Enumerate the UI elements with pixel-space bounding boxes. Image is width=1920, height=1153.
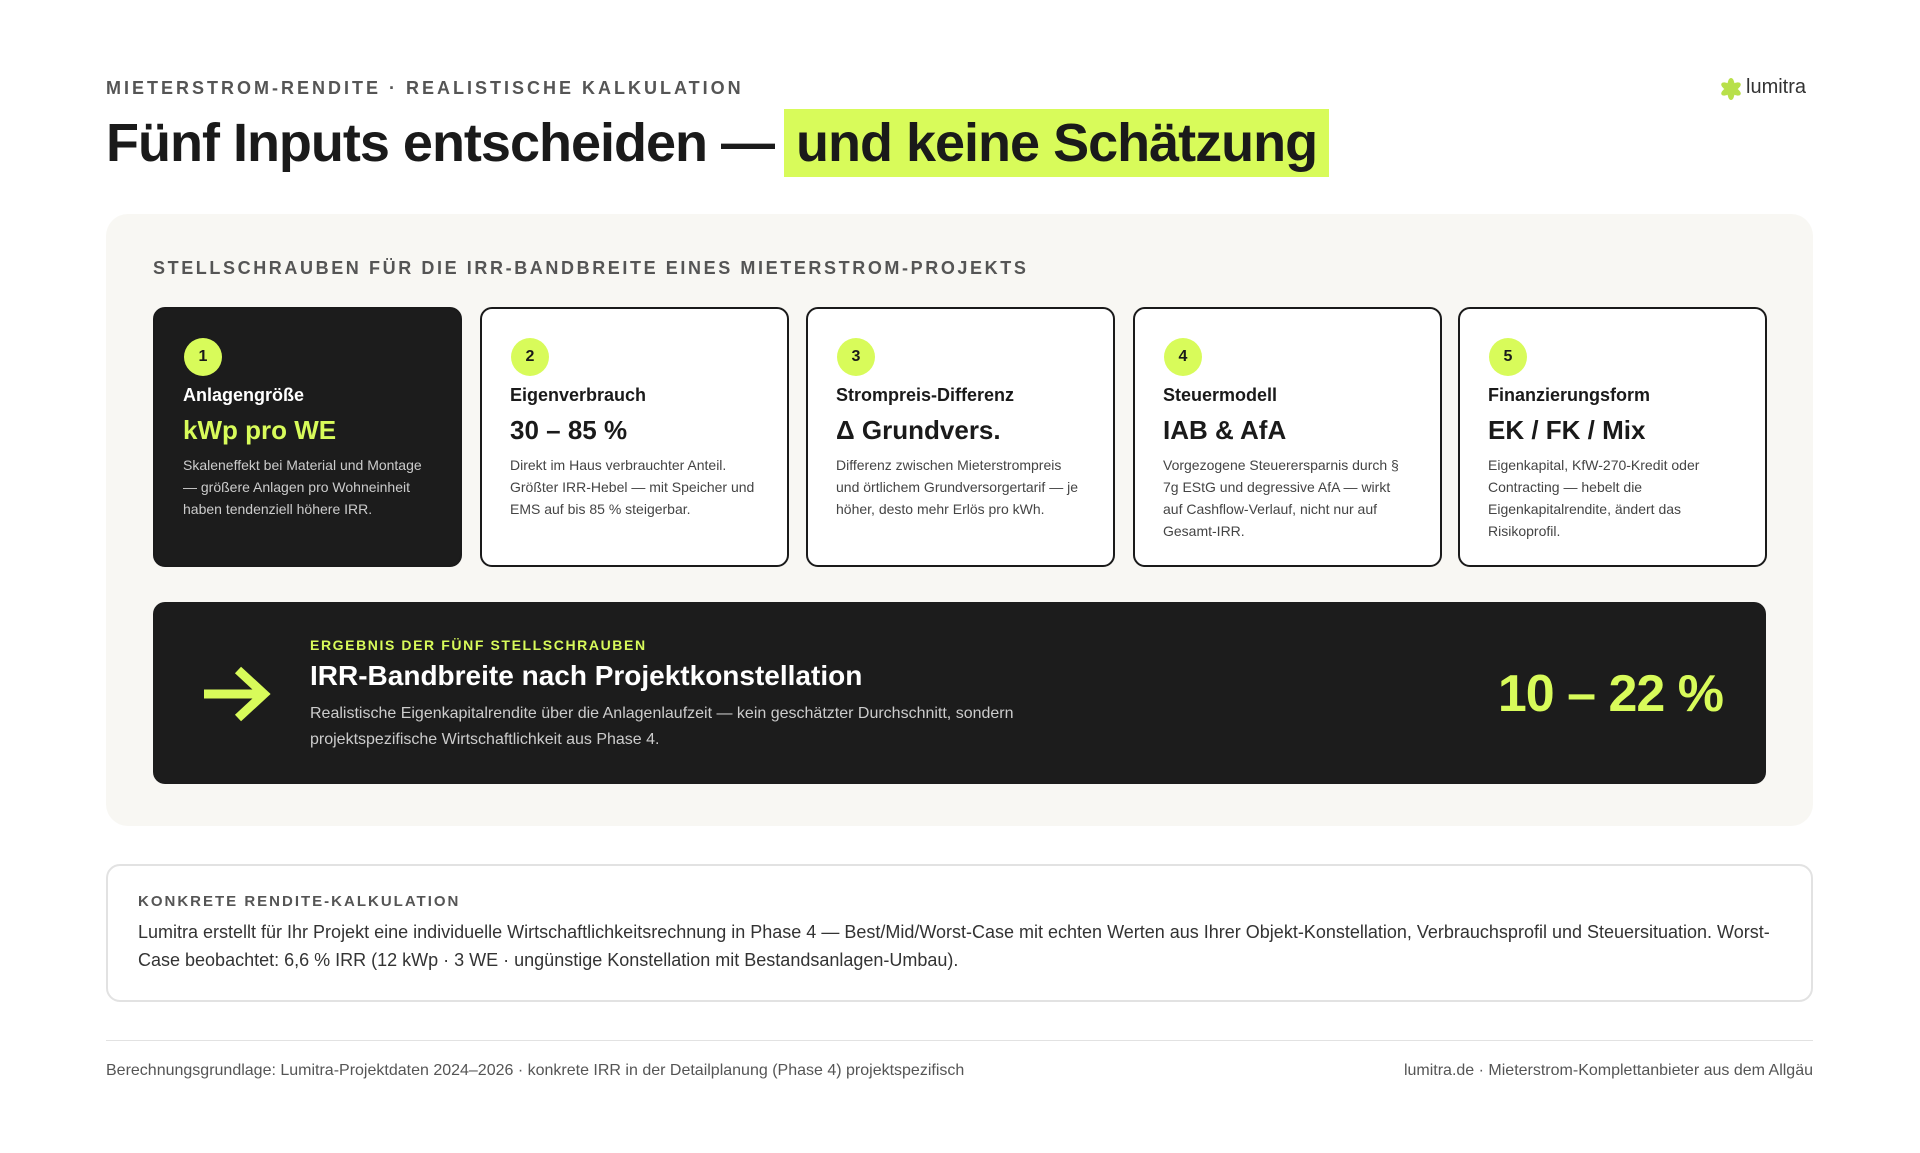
title: Fünf Inputs entscheiden — und keine Schät… — [106, 109, 1330, 177]
title-main: Fünf Inputs entscheiden — — [106, 113, 775, 173]
card-description: Direkt im Haus verbrauchter Anteil. Größ… — [510, 457, 755, 517]
card-number: 3 — [837, 338, 875, 376]
input-card: 4 Steuermodell IAB & AfA Vorgezogene Steuer… — [1133, 307, 1442, 567]
card-value: IAB & AfA — [1163, 415, 1287, 445]
note-label: KONKRETE RENDITE-KALKULATION — [138, 893, 461, 910]
note-text: Lumitra erstellt für Ihr Projekt eine in… — [138, 922, 1770, 970]
card-label: Eigenverbrauch — [510, 385, 647, 405]
arrow-icon — [204, 666, 271, 722]
card-description: Vorgezogene Steuerersparnis durch § 7g E… — [1163, 457, 1399, 539]
brand-name: lumitra — [1746, 76, 1807, 98]
input-card: 2 Eigenverbrauch 30 – 85 % Direkt im Haus v… — [480, 307, 789, 567]
brand-logo — [1721, 78, 1741, 100]
card-value: EK / FK / Mix — [1488, 415, 1646, 445]
result-title: IRR-Bandbreite nach Projektkonstellation — [310, 660, 863, 691]
card-label: Finanzierungsform — [1488, 385, 1651, 405]
result-value: 10 – 22 % — [1497, 665, 1724, 723]
note-box — [106, 864, 1813, 1002]
footer-right: lumitra.de · Mieterstrom-Komplettanbiete… — [1403, 1062, 1813, 1079]
result-description: Realistische Eigenkapitalrendite über di… — [310, 705, 1014, 748]
card-description: Differenz zwischen Mieterstrompreis und … — [836, 457, 1078, 517]
input-card: 1 Anlagengröße kWp pro WE Skaleneffekt bei … — [153, 307, 462, 567]
card-description: Skaleneffekt bei Material und Montage — … — [183, 457, 422, 517]
card-value: kWp pro WE — [183, 415, 337, 445]
card-number: 2 — [511, 338, 549, 376]
card-value: 30 – 85 % — [510, 415, 628, 445]
card-number: 4 — [1164, 338, 1202, 376]
eyebrow: MIETERSTROM-RENDITE · REALISTISCHE KALKU… — [106, 78, 744, 98]
result-eyebrow: ERGEBNIS DER FÜNF STELLSCHRAUBEN — [310, 637, 647, 653]
card-number: 5 — [1489, 338, 1527, 376]
divider — [106, 1040, 1813, 1041]
card-label: Steuermodell — [1163, 385, 1278, 405]
card-label: Anlagengröße — [183, 385, 305, 405]
title-highlight: und keine Schätzung — [784, 109, 1330, 177]
footer-left: Berechnungsgrundlage: Lumitra-Projektdat… — [106, 1062, 965, 1079]
card-label: Strompreis-Differenz — [836, 385, 1015, 405]
card-value: Δ Grundvers. — [836, 415, 1001, 445]
card-description: Eigenkapital, KfW-270-Kredit oder Contra… — [1488, 457, 1700, 539]
panel-label: STELLSCHRAUBEN FÜR DIE IRR-BANDBREITE EI… — [153, 258, 1029, 278]
input-card: 3 Strompreis-Differenz Δ Grundvers. Differe… — [806, 307, 1115, 567]
result-box — [153, 602, 1766, 784]
input-card: 5 Finanzierungsform EK / FK / Mix Eigenkapi… — [1458, 307, 1767, 567]
card-number: 1 — [184, 338, 222, 376]
